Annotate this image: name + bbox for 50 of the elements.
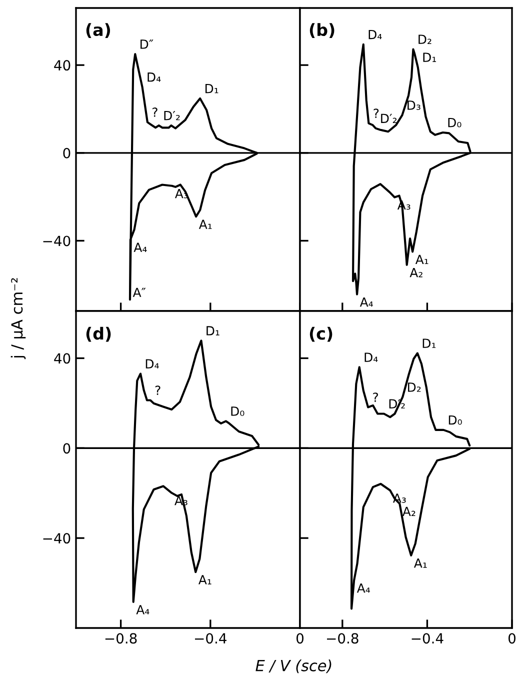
x-tick-label: 0 [296, 633, 304, 644]
annotation: A₄ [356, 584, 370, 593]
text: (a) [86, 23, 110, 38]
annotation: D₄ [146, 359, 159, 368]
annotation: A″ [132, 288, 146, 297]
annotation: D₂ [418, 34, 432, 44]
y-tick-label: 0 [63, 443, 70, 454]
annotation: D′₂ [381, 114, 397, 123]
annotation: A₁ [415, 254, 428, 264]
annotation: A₄ [360, 297, 373, 307]
annotation: A₄ [136, 605, 150, 614]
annotation: D₂ [408, 382, 421, 392]
annotation: D′₂ [164, 110, 180, 120]
text: (b) [310, 23, 334, 38]
annotation: A₂ [402, 506, 416, 516]
annotation: D₁ [423, 52, 436, 62]
annotation: D₄ [364, 352, 378, 362]
x-tick-label: −0.4 [412, 633, 444, 644]
annotation: D″ [140, 40, 154, 49]
annotation: A₄ [134, 242, 147, 252]
annotation: A₁ [414, 558, 427, 568]
y-tick-label: −40 [43, 533, 70, 544]
annotation: D₁ [206, 326, 220, 336]
x-tick-label: 0 [508, 633, 516, 644]
annotation: D₁ [205, 84, 218, 94]
x-tick-label: −0.8 [105, 633, 137, 644]
annotation: ? [155, 386, 160, 395]
annotation: D₃ [408, 100, 420, 110]
annotation: D₀ [448, 118, 462, 128]
annotation: ? [152, 108, 158, 117]
y-axis-title: j / μA cm⁻² [10, 278, 26, 360]
text: (d) [86, 326, 111, 342]
x-tick-label: −0.8 [327, 633, 358, 644]
annotation: D₄ [368, 30, 382, 40]
annotation: D₀ [231, 406, 244, 416]
y-tick-label: 0 [63, 148, 70, 158]
y-tick-label: 40 [54, 60, 70, 71]
annotation: ? [374, 108, 379, 118]
y-tick-label: 40 [54, 353, 70, 364]
x-axis-title: E / V (sce) [256, 660, 332, 674]
x-tick-label: −0.4 [195, 633, 226, 644]
annotation: D₁ [422, 338, 436, 348]
annotation: A₁ [198, 575, 212, 584]
annotation: D₄ [148, 72, 161, 82]
text: (c) [310, 326, 332, 342]
annotation: D₀ [448, 415, 462, 425]
y-tick-label: −40 [43, 236, 70, 246]
annotation: A₂ [410, 268, 422, 278]
annotation: A₁ [198, 220, 212, 229]
annotation: ? [373, 392, 378, 402]
